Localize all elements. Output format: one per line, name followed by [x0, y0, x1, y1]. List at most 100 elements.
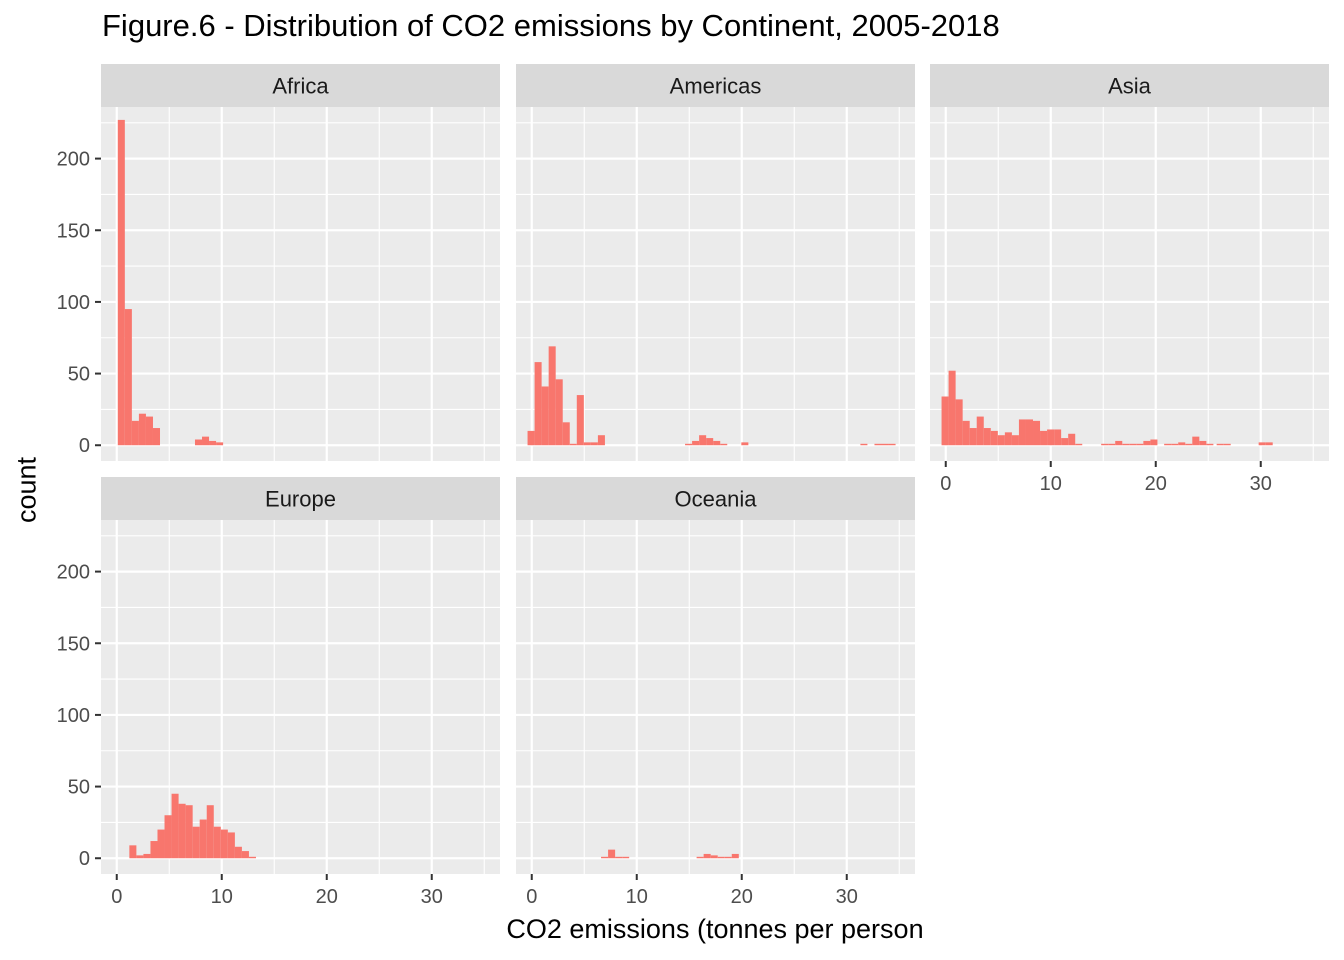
histogram-bar-americas: [548, 346, 556, 446]
y-tick-label: 150: [57, 633, 90, 655]
histogram-bar-asia: [941, 396, 949, 446]
histogram-bar-asia: [1068, 433, 1076, 446]
histogram-bar-americas: [874, 443, 882, 446]
histogram-bar-oceania: [601, 856, 609, 859]
histogram-bar-oceania: [608, 849, 616, 859]
histogram-bar-asia: [1115, 440, 1123, 446]
x-tick-label: 0: [526, 886, 537, 908]
histogram-bar-americas: [713, 440, 721, 446]
histogram-bar-europe: [199, 819, 207, 859]
histogram-bar-oceania: [731, 853, 739, 859]
histogram-bar-asia: [1018, 419, 1026, 446]
y-tick-label: 50: [68, 364, 90, 386]
histogram-bar-europe: [157, 829, 165, 859]
histogram-bar-asia: [1129, 443, 1137, 446]
histogram-bar-africa: [124, 309, 132, 446]
histogram-bar-americas: [527, 430, 535, 446]
histogram-bar-africa: [145, 416, 153, 446]
facet-label-americas: Americas: [670, 74, 762, 99]
histogram-bar-americas: [881, 443, 889, 446]
facet-strip-africa: [101, 64, 500, 107]
y-tick-label: 0: [79, 435, 90, 457]
facet-strip-europe: [101, 477, 500, 520]
x-tick-label: 20: [1145, 473, 1167, 495]
histogram-bar-africa: [117, 119, 125, 446]
x-tick-label: 30: [836, 886, 858, 908]
histogram-bar-africa: [152, 428, 161, 446]
x-tick-label: 30: [421, 886, 443, 908]
histogram-bar-asia: [1199, 440, 1207, 446]
histogram-bar-europe: [234, 846, 242, 859]
histogram-bar-europe: [220, 829, 228, 859]
x-tick-label: 20: [316, 886, 338, 908]
histogram-bar-americas: [699, 435, 707, 446]
histogram-bar-europe: [164, 815, 172, 859]
x-tick-label: 10: [626, 886, 648, 908]
histogram-bar-asia: [1223, 443, 1231, 446]
histogram-bar-europe: [178, 803, 186, 859]
panel-background-europe: [101, 520, 500, 874]
histogram-bar-europe: [185, 805, 193, 859]
x-tick-label: 20: [731, 886, 753, 908]
histogram-bar-asia: [1040, 430, 1048, 446]
histogram-bar-europe: [206, 805, 214, 859]
histogram-bar-europe: [241, 851, 249, 859]
histogram-bar-americas: [597, 435, 605, 446]
histogram-bar-americas: [583, 442, 591, 446]
histogram-bar-oceania: [724, 856, 732, 859]
histogram-bar-asia: [1143, 440, 1151, 446]
x-axis-title: CO2 emissions (tonnes per person: [506, 914, 924, 944]
histogram-bar-asia: [1011, 435, 1019, 446]
x-tick-label: 0: [111, 886, 122, 908]
histogram-bar-americas: [741, 442, 749, 446]
histogram-bar-asia: [1101, 443, 1109, 446]
panel-background-americas: [516, 107, 915, 461]
histogram-bar-asia: [997, 435, 1005, 446]
histogram-bar-asia: [1122, 443, 1130, 446]
histogram-bar-oceania: [703, 853, 711, 859]
x-tick-label: 30: [1250, 473, 1272, 495]
y-tick-label: 100: [57, 292, 90, 314]
histogram-bar-asia: [962, 420, 970, 446]
y-tick-label: 50: [68, 777, 90, 799]
histogram-bar-asia: [1004, 432, 1012, 446]
histogram-bar-asia: [1108, 443, 1116, 446]
y-axis-title: count: [11, 456, 42, 524]
histogram-bar-asia: [1265, 442, 1273, 446]
histogram-bar-asia: [1171, 443, 1179, 446]
histogram-bar-americas: [569, 443, 577, 446]
histogram-bar-africa: [138, 413, 146, 446]
histogram-bar-asia: [1033, 420, 1041, 446]
histogram-bar-asia: [983, 428, 991, 446]
facet-label-oceania: Oceania: [675, 487, 758, 512]
histogram-bar-europe: [136, 855, 144, 859]
x-tick-label: 10: [1040, 473, 1062, 495]
histogram-bar-oceania: [696, 856, 704, 859]
histogram-bar-americas: [590, 442, 598, 446]
histogram-bar-americas: [706, 438, 714, 446]
histogram-bar-americas: [685, 443, 693, 446]
histogram-bar-oceania: [615, 856, 623, 859]
panel-background-africa: [101, 107, 500, 461]
y-tick-label: 150: [57, 220, 90, 242]
chart-title: Figure.6 - Distribution of CO2 emissions…: [102, 8, 1000, 43]
histogram-bar-americas: [541, 386, 549, 446]
facet-strip-americas: [516, 64, 915, 107]
histogram-bar-americas: [555, 379, 563, 446]
histogram-bar-africa: [209, 440, 217, 446]
x-tick-label: 10: [211, 886, 233, 908]
histogram-bar-europe: [171, 793, 179, 859]
histogram-bar-europe: [143, 853, 151, 859]
histogram-bar-asia: [1150, 439, 1158, 446]
histogram-bar-oceania: [622, 856, 630, 859]
histogram-bar-asia: [1136, 443, 1144, 446]
panel-background-asia: [930, 107, 1329, 461]
histogram-bar-asia: [1258, 442, 1266, 446]
histogram-bar-americas: [576, 395, 584, 446]
facet-strip-oceania: [516, 477, 915, 520]
histogram-bar-asia: [948, 370, 956, 446]
histogram-bar-asia: [990, 430, 998, 446]
histogram-bar-americas: [692, 440, 700, 446]
histogram-bar-europe: [192, 826, 200, 859]
